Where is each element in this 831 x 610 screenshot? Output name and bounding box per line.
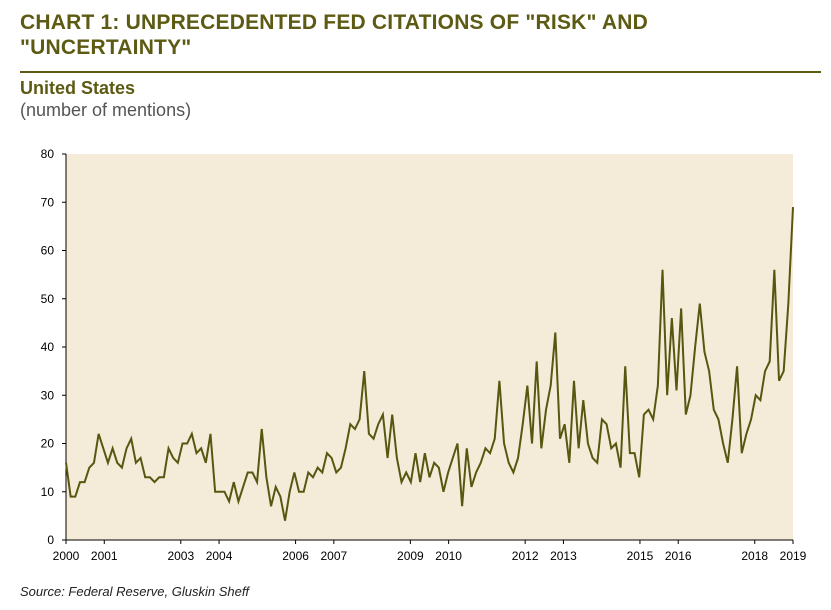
x-tick-label: 2004 bbox=[206, 549, 233, 563]
source-note: Source: Federal Reserve, Gluskin Sheff bbox=[20, 584, 250, 599]
x-tick-label: 2009 bbox=[397, 549, 424, 563]
y-tick-label: 50 bbox=[41, 292, 55, 306]
x-tick-label: 2007 bbox=[320, 549, 347, 563]
x-tick-label: 2001 bbox=[91, 549, 118, 563]
y-axis-units: (number of mentions) bbox=[20, 100, 192, 120]
x-tick-label: 2000 bbox=[53, 549, 80, 563]
x-tick-label: 2012 bbox=[512, 549, 539, 563]
chart-title: CHART 1: UNPRECEDENTED FED CITATIONS OF … bbox=[20, 11, 649, 59]
x-tick-label: 2015 bbox=[627, 549, 654, 563]
title-divider bbox=[20, 71, 821, 73]
y-tick-label: 10 bbox=[41, 485, 55, 499]
plot-area bbox=[66, 154, 793, 540]
x-tick-label: 2019 bbox=[780, 549, 807, 563]
x-tick-label: 2010 bbox=[435, 549, 462, 563]
series-line bbox=[65, 207, 794, 521]
y-tick-label: 40 bbox=[41, 340, 55, 354]
x-tick-label: 2006 bbox=[282, 549, 309, 563]
y-tick-label: 30 bbox=[41, 388, 55, 402]
y-tick-label: 60 bbox=[41, 244, 55, 258]
x-tick-label: 2016 bbox=[665, 549, 692, 563]
x-tick-label: 2013 bbox=[550, 549, 577, 563]
x-tick-label: 2018 bbox=[741, 549, 768, 563]
y-tick-label: 20 bbox=[41, 437, 55, 451]
y-tick-label: 80 bbox=[41, 147, 55, 161]
chart-subtitle: United States bbox=[20, 78, 136, 98]
y-tick-label: 0 bbox=[47, 533, 54, 547]
y-tick-label: 70 bbox=[41, 195, 55, 209]
x-tick-label: 2003 bbox=[167, 549, 194, 563]
